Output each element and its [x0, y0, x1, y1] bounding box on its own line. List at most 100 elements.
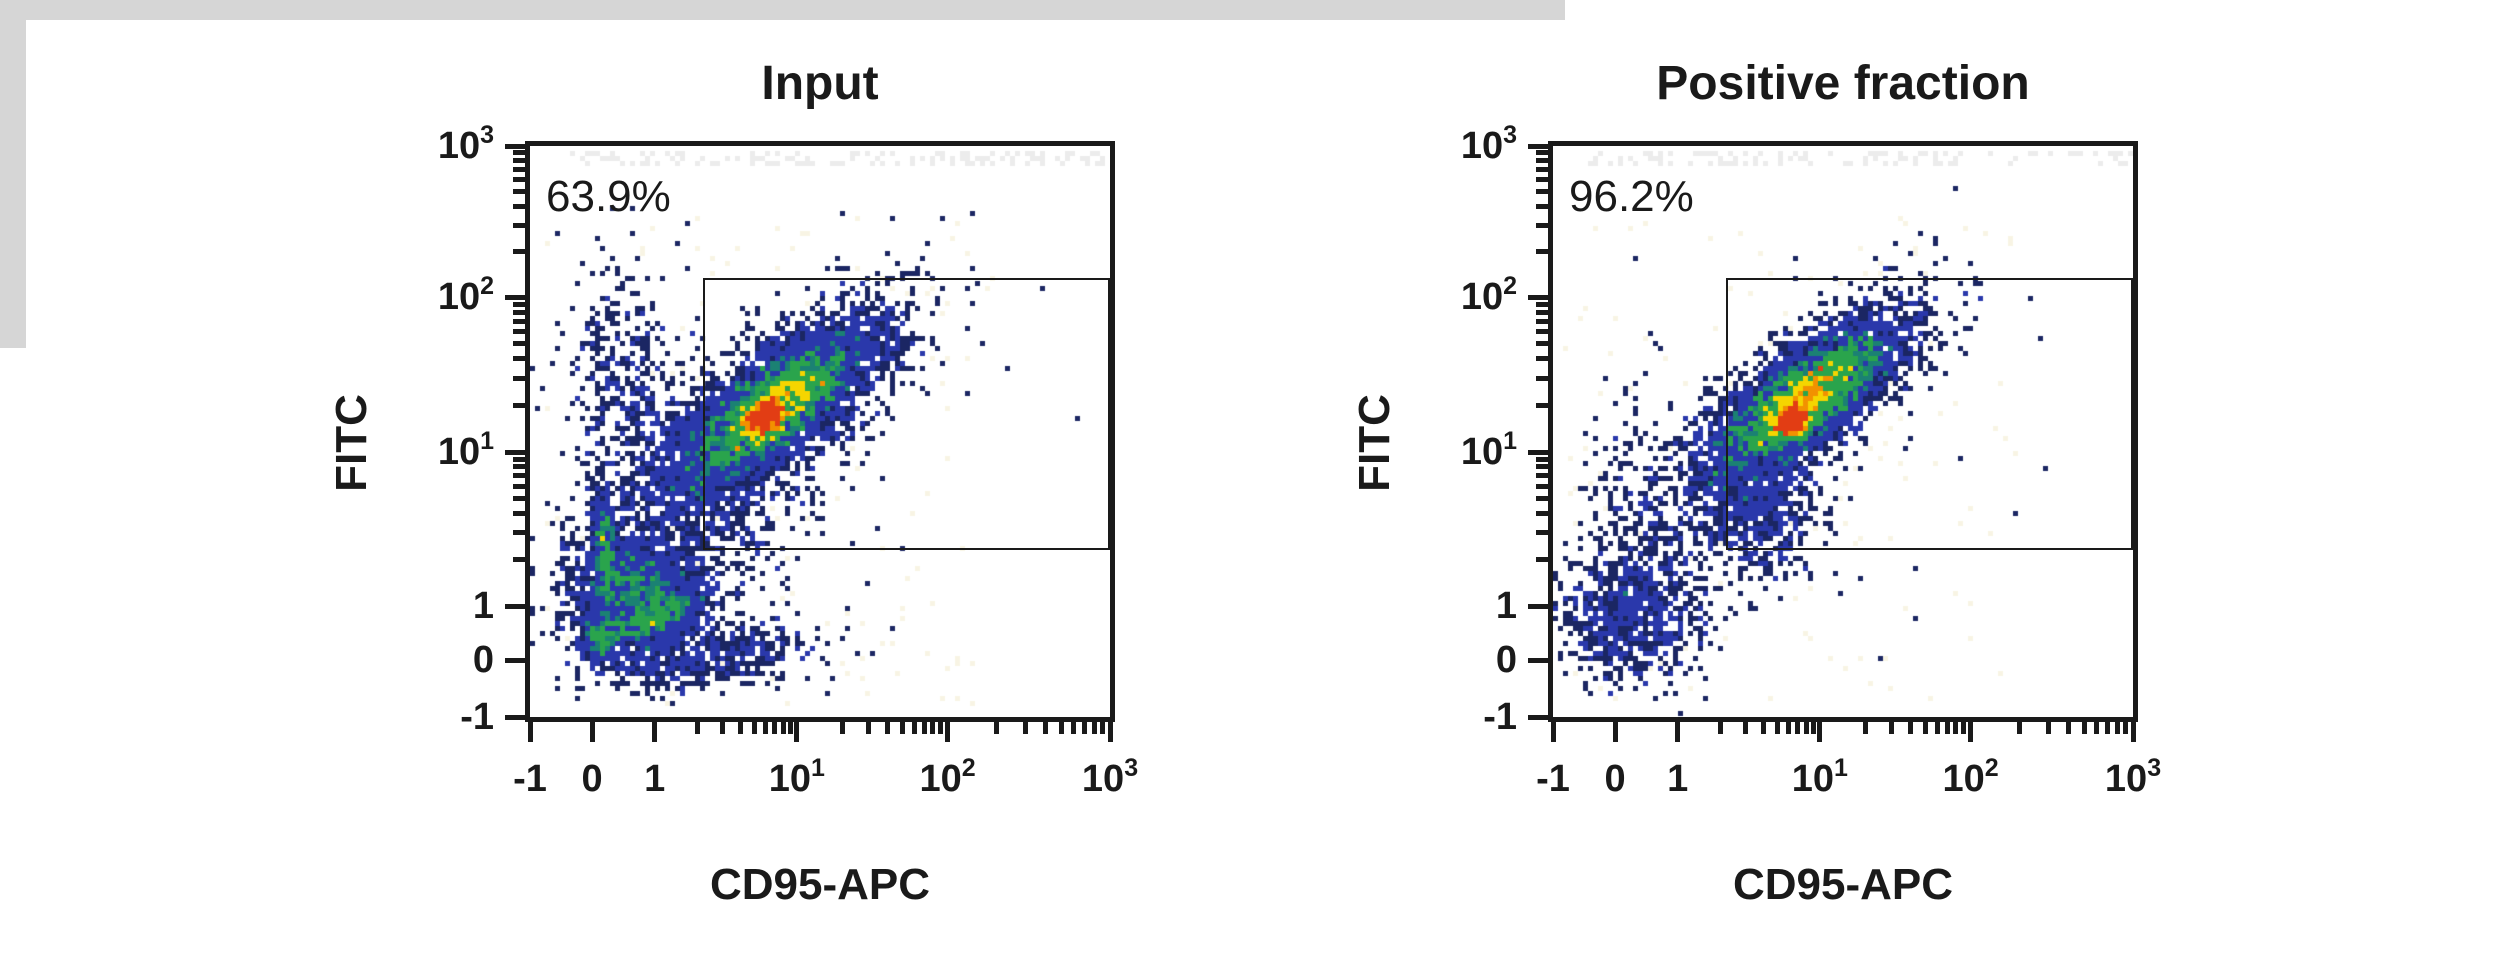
y-minor-tick	[513, 402, 530, 408]
x-tick-label: 102	[919, 754, 976, 800]
x-tick-label: 0	[581, 758, 603, 800]
y-minor-tick	[1536, 557, 1553, 563]
x-tick-label: 103	[2104, 754, 2162, 800]
x-minor-tick	[938, 717, 944, 734]
x-major-tick	[1817, 717, 1823, 742]
y-major-tick	[1528, 714, 1553, 720]
positive-fraction-plot-frame: Positive fraction 96.2% CD95-APC FITC -1…	[1350, 57, 2161, 909]
x-minor-tick	[1760, 717, 1766, 734]
tick-exponent: 2	[480, 272, 494, 301]
y-minor-tick	[1536, 222, 1553, 228]
x-minor-tick	[921, 717, 927, 734]
tick-exponent: 2	[961, 754, 976, 782]
x-minor-tick	[1908, 717, 1914, 734]
tick-exponent: 3	[1503, 121, 1517, 149]
y-minor-tick	[513, 222, 530, 228]
x-tick-label: 101	[768, 754, 825, 800]
x-minor-tick	[2123, 717, 2129, 734]
x-minor-tick	[1058, 717, 1064, 734]
y-minor-tick	[513, 341, 530, 347]
y-minor-tick	[513, 483, 530, 489]
y-major-tick	[1528, 449, 1553, 455]
x-tick-label: -1	[513, 758, 547, 800]
y-minor-tick	[1536, 150, 1553, 156]
y-minor-tick	[1536, 495, 1553, 501]
x-minor-tick	[911, 717, 917, 734]
x-minor-tick	[2065, 717, 2071, 734]
y-major-tick	[505, 143, 530, 149]
x-minor-tick	[737, 717, 743, 734]
x-minor-tick	[866, 717, 872, 734]
x-major-tick	[945, 717, 951, 742]
x-axis-label: CD95-APC	[709, 860, 931, 909]
x-major-tick	[1550, 717, 1556, 742]
y-minor-tick	[1536, 203, 1553, 209]
y-minor-tick	[513, 329, 530, 335]
x-major-tick	[652, 717, 658, 742]
x-major-tick	[1612, 717, 1618, 742]
y-tick-label: -1	[1483, 696, 1517, 738]
x-minor-tick	[885, 717, 891, 734]
y-minor-tick	[1536, 341, 1553, 347]
x-major-tick	[1107, 717, 1113, 742]
y-minor-tick	[1536, 530, 1553, 536]
x-minor-tick	[1774, 717, 1780, 734]
density-scatter-canvas	[530, 146, 1110, 717]
x-minor-tick	[2016, 717, 2022, 734]
y-minor-tick	[1536, 510, 1553, 516]
x-major-tick	[589, 717, 595, 742]
x-major-tick	[1968, 717, 1974, 742]
y-minor-tick	[513, 557, 530, 563]
x-tick-label: -1	[1536, 758, 1570, 800]
gate-rectangle	[703, 277, 1110, 551]
x-minor-tick	[1961, 717, 1967, 734]
y-minor-tick	[513, 189, 530, 195]
y-tick-label: 101	[1460, 427, 1517, 474]
tick-exponent: 3	[1124, 754, 1139, 782]
tick-exponent: 1	[480, 427, 494, 456]
y-major-tick	[1528, 143, 1553, 149]
y-major-tick	[505, 449, 530, 455]
x-major-tick	[527, 717, 533, 742]
y-tick-label: -1	[460, 696, 494, 738]
y-major-tick	[505, 294, 530, 300]
x-major-tick	[1675, 717, 1681, 742]
x-minor-tick	[2094, 717, 2100, 734]
x-minor-tick	[1091, 717, 1097, 734]
x-minor-tick	[1042, 717, 1048, 734]
y-minor-tick	[1536, 329, 1553, 335]
x-tick-label: 1	[1667, 758, 1689, 800]
x-major-tick	[794, 717, 800, 742]
x-minor-tick	[787, 717, 793, 734]
y-minor-tick	[513, 456, 530, 462]
y-minor-tick	[513, 203, 530, 209]
y-minor-tick	[1536, 375, 1553, 381]
y-minor-tick	[1536, 301, 1553, 307]
x-minor-tick	[930, 717, 936, 734]
gate-percentage-label: 63.9%	[546, 172, 671, 221]
y-minor-tick	[513, 356, 530, 362]
x-tick-label: 102	[1942, 754, 1999, 800]
x-minor-tick	[1100, 717, 1106, 734]
y-minor-tick	[1536, 483, 1553, 489]
x-tick-label: 1	[644, 758, 666, 800]
x-axis-label: CD95-APC	[1732, 860, 1954, 909]
y-minor-tick	[1536, 464, 1553, 470]
x-minor-tick	[899, 717, 905, 734]
y-minor-tick	[513, 530, 530, 536]
density-scatter-canvas	[1553, 146, 2133, 717]
y-major-tick	[505, 714, 530, 720]
y-tick-label: 0	[472, 639, 494, 682]
y-tick-label: 102	[1460, 272, 1517, 319]
y-minor-tick	[513, 464, 530, 470]
y-minor-tick	[513, 301, 530, 307]
y-tick-label: 0	[1495, 639, 1517, 682]
x-tick-label: 103	[1081, 754, 1139, 800]
x-minor-tick	[2045, 717, 2051, 734]
y-minor-tick	[513, 150, 530, 156]
x-minor-tick	[1810, 717, 1816, 734]
x-minor-tick	[1953, 717, 1959, 734]
x-minor-tick	[762, 717, 768, 734]
y-minor-tick	[1536, 309, 1553, 315]
y-minor-tick	[513, 177, 530, 183]
